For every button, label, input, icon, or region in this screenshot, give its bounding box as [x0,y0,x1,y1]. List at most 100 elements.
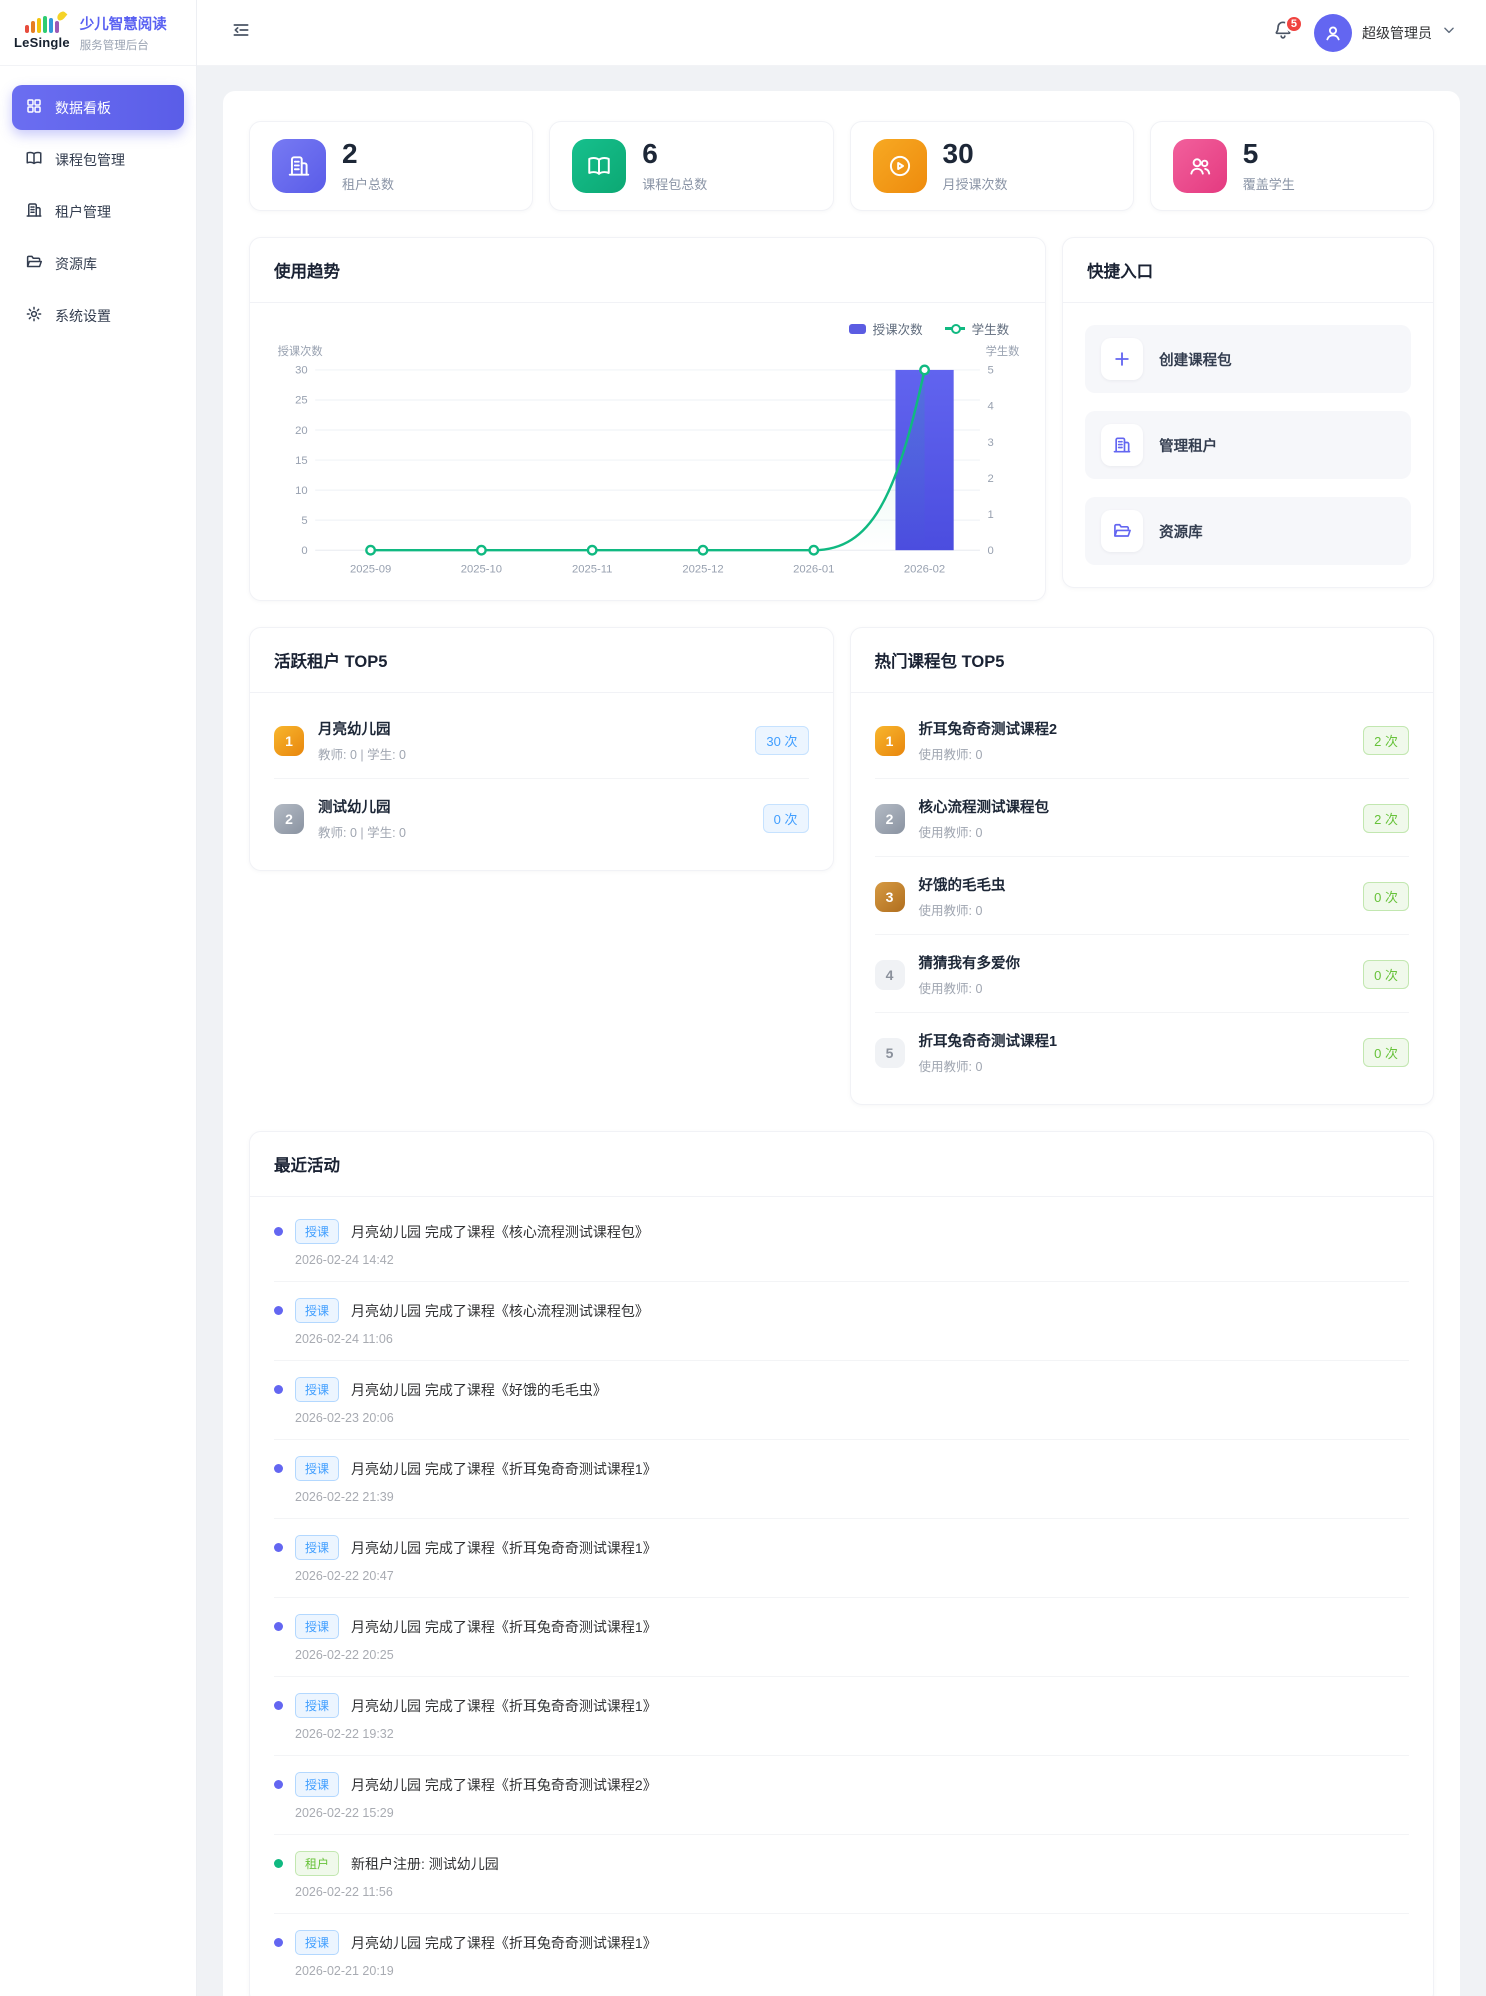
sidebar-item-label: 数据看板 [55,99,111,116]
svg-text:5: 5 [301,515,307,527]
activity-text: 月亮幼儿园 完成了课程《核心流程测试课程包》 [351,1223,649,1240]
package-row: 3 好饿的毛毛虫 使用教师: 0 0 次 [874,857,1409,936]
sidebar-item-tenants[interactable]: 租户管理 [12,189,184,234]
hot-packages-title: 热门课程包 TOP5 [850,628,1433,694]
package-count-badge: 2 次 [1363,804,1409,834]
svg-text:15: 15 [295,455,308,467]
legend-label-students: 学生数 [971,323,1010,337]
package-meta: 使用教师: 0 [918,982,983,997]
quick-item-label: 资源库 [1159,524,1203,541]
package-meta: 使用教师: 0 [918,904,983,919]
tenant-meta: 教师: 0 | 学生: 0 [318,826,406,841]
svg-text:学生数: 学生数 [986,344,1020,358]
package-meta: 使用教师: 0 [918,1060,983,1075]
activity-tag: 授课 [295,1693,340,1719]
package-meta: 使用教师: 0 [918,826,983,841]
stat-label: 覆盖学生 [1242,176,1295,192]
activity-item: 授课 月亮幼儿园 完成了课程《折耳兔奇奇测试课程1》 2026-02-22 19:… [274,1677,1409,1757]
activity-time: 2026-02-24 11:06 [295,1332,393,1347]
activity-time: 2026-02-24 14:42 [295,1253,394,1268]
quick-access-title: 快捷入口 [1063,238,1433,303]
svg-text:2025-10: 2025-10 [461,564,502,576]
svg-text:25: 25 [295,395,308,407]
quick-item-create-package[interactable]: 创建课程包 [1085,325,1411,393]
activity-text: 新租户注册: 测试幼儿园 [351,1855,499,1872]
legend-line-marker [944,324,965,333]
sidebar-item-settings[interactable]: 系统设置 [12,293,184,338]
activity-text: 月亮幼儿园 完成了课程《折耳兔奇奇测试课程1》 [351,1618,657,1635]
svg-text:2026-02: 2026-02 [904,564,945,576]
stat-card-sessions: 30 月授课次数 [849,121,1134,211]
app-title: 少儿智慧阅读 [79,16,167,33]
active-tenants-card: 活跃租户 TOP5 1 月亮幼儿园 教师: 0 | 学生: 0 30 次 2 测… [249,627,834,872]
dashboard-icon [25,97,43,118]
quick-item-label: 创建课程包 [1159,352,1232,369]
sidebar-item-label: 资源库 [55,255,97,272]
folder-icon [25,253,43,274]
logo-text: LeSingle [14,35,70,50]
active-tenants-title: 活跃租户 TOP5 [250,628,833,694]
svg-text:授课次数: 授课次数 [278,344,323,358]
svg-text:5: 5 [987,365,993,377]
svg-text:1: 1 [987,509,993,521]
user-menu[interactable]: 超级管理员 [1314,13,1456,52]
quick-item-manage-tenants[interactable]: 管理租户 [1085,411,1411,479]
brand: LeSingle 少儿智慧阅读 服务管理后台 [0,0,196,66]
svg-text:2026-01: 2026-01 [793,564,834,576]
activity-tag: 授课 [295,1614,340,1640]
app-subtitle: 服务管理后台 [79,39,149,52]
usage-chart: 0 5 10 15 20 25 30 0 1 2 3 4 5 授课次数 学生数 2025-09 2025-10 2… [272,338,1023,582]
activity-dot [274,1385,283,1395]
lesingle-logo-icon: LeSingle [14,9,70,50]
tenant-name: 测试幼儿园 [318,800,391,817]
notification-count-badge: 5 [1284,14,1303,33]
package-meta: 使用教师: 0 [918,748,983,763]
svg-text:0: 0 [301,545,307,557]
activity-text: 月亮幼儿园 完成了课程《好饿的毛毛虫》 [351,1381,607,1398]
activity-tag: 授课 [295,1377,340,1403]
collapse-sidebar-button[interactable] [227,19,255,47]
building-icon [272,139,326,193]
activity-dot [274,1701,283,1711]
svg-text:2025-11: 2025-11 [572,564,612,576]
activity-tag: 授课 [295,1456,340,1482]
play-circle-icon [872,139,927,193]
sidebar-item-course-packages[interactable]: 课程包管理 [12,137,184,182]
rank-badge: 1 [274,725,304,756]
activity-time: 2026-02-22 21:39 [295,1490,394,1505]
package-count-badge: 0 次 [1363,1038,1409,1068]
package-name: 好饿的毛毛虫 [918,878,1006,895]
sidebar-item-label: 课程包管理 [55,151,125,168]
user-name: 超级管理员 [1362,24,1432,41]
package-name: 核心流程测试课程包 [918,800,1050,817]
svg-text:2: 2 [987,473,993,485]
activity-tag: 授课 [295,1298,340,1324]
book-icon [25,149,43,170]
notifications-button[interactable]: 5 [1270,14,1303,46]
activity-tag: 租户 [295,1851,340,1877]
activity-item: 授课 月亮幼儿园 完成了课程《核心流程测试课程包》 2026-02-24 11:0… [274,1282,1409,1362]
main-content: 2 租户总数 6 课程包总数 30 月授课次数 5 覆盖学生 [197,0,1486,1996]
rank-badge: 5 [874,1037,905,1068]
activity-item: 授课 月亮幼儿园 完成了课程《核心流程测试课程包》 2026-02-24 14:4… [274,1203,1409,1283]
recent-activity-card: 最近活动 授课 月亮幼儿园 完成了课程《核心流程测试课程包》 2026-02-24… [249,1131,1434,1996]
hot-packages-card: 热门课程包 TOP5 1 折耳兔奇奇测试课程2 使用教师: 0 2 次 2 核心… [849,627,1434,1106]
quick-access-card: 快捷入口 创建课程包 管理租户 资源库 [1062,237,1434,588]
package-row: 5 折耳兔奇奇测试课程1 使用教师: 0 0 次 [874,1013,1409,1090]
quick-item-resources[interactable]: 资源库 [1085,497,1411,565]
sidebar-item-resources[interactable]: 资源库 [12,241,184,286]
activity-item: 授课 月亮幼儿园 完成了课程《折耳兔奇奇测试课程1》 2026-02-22 20:… [274,1519,1409,1599]
plus-icon [1101,338,1144,380]
svg-text:3: 3 [987,437,993,449]
stat-label: 租户总数 [342,176,395,192]
rank-badge: 2 [874,803,905,834]
activity-dot [274,1306,283,1316]
stats-row: 2 租户总数 6 课程包总数 30 月授课次数 5 覆盖学生 [249,121,1434,211]
chart-legend: 授课次数 学生数 [272,319,1023,338]
svg-text:10: 10 [295,485,308,497]
stat-card-packages: 6 课程包总数 [549,121,834,211]
sidebar-item-dashboard[interactable]: 数据看板 [12,85,184,130]
activity-time: 2026-02-22 11:56 [295,1885,393,1900]
package-row: 2 核心流程测试课程包 使用教师: 0 2 次 [874,779,1409,858]
quick-item-label: 管理租户 [1159,438,1218,455]
